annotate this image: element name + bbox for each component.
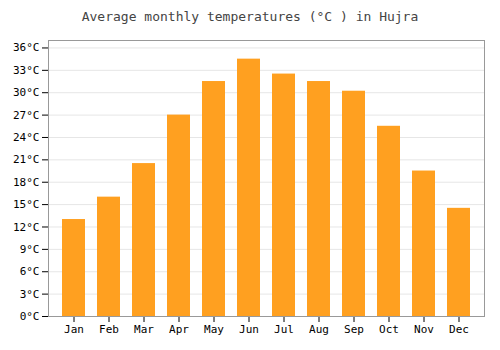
svg-text:Apr: Apr — [169, 323, 189, 336]
svg-text:6°C: 6°C — [20, 265, 40, 278]
svg-text:Nov: Nov — [414, 323, 434, 336]
svg-text:15°C: 15°C — [13, 198, 40, 211]
svg-text:27°C: 27°C — [13, 109, 40, 122]
svg-text:Jan: Jan — [64, 323, 84, 336]
svg-text:9°C: 9°C — [20, 243, 40, 256]
svg-text:Oct: Oct — [379, 323, 399, 336]
svg-text:21°C: 21°C — [13, 153, 40, 166]
svg-text:Mar: Mar — [134, 323, 154, 336]
svg-text:24°C: 24°C — [13, 131, 40, 144]
svg-text:36°C: 36°C — [13, 41, 40, 54]
svg-text:3°C: 3°C — [20, 288, 40, 301]
svg-text:33°C: 33°C — [13, 64, 40, 77]
svg-text:0°C: 0°C — [20, 310, 40, 323]
svg-text:May: May — [204, 323, 224, 336]
svg-text:18°C: 18°C — [13, 176, 40, 189]
svg-text:Aug: Aug — [309, 323, 329, 336]
svg-text:Feb: Feb — [99, 323, 119, 336]
svg-text:Jul: Jul — [274, 323, 294, 336]
svg-text:Jun: Jun — [239, 323, 259, 336]
svg-text:30°C: 30°C — [13, 86, 40, 99]
svg-text:Sep: Sep — [344, 323, 364, 336]
svg-text:Dec: Dec — [449, 323, 469, 336]
html-text:Average monthly temperatures (: Average monthly temperatures (°C ) in Hu… — [81, 9, 419, 24]
svg-text:12°C: 12°C — [13, 221, 40, 234]
